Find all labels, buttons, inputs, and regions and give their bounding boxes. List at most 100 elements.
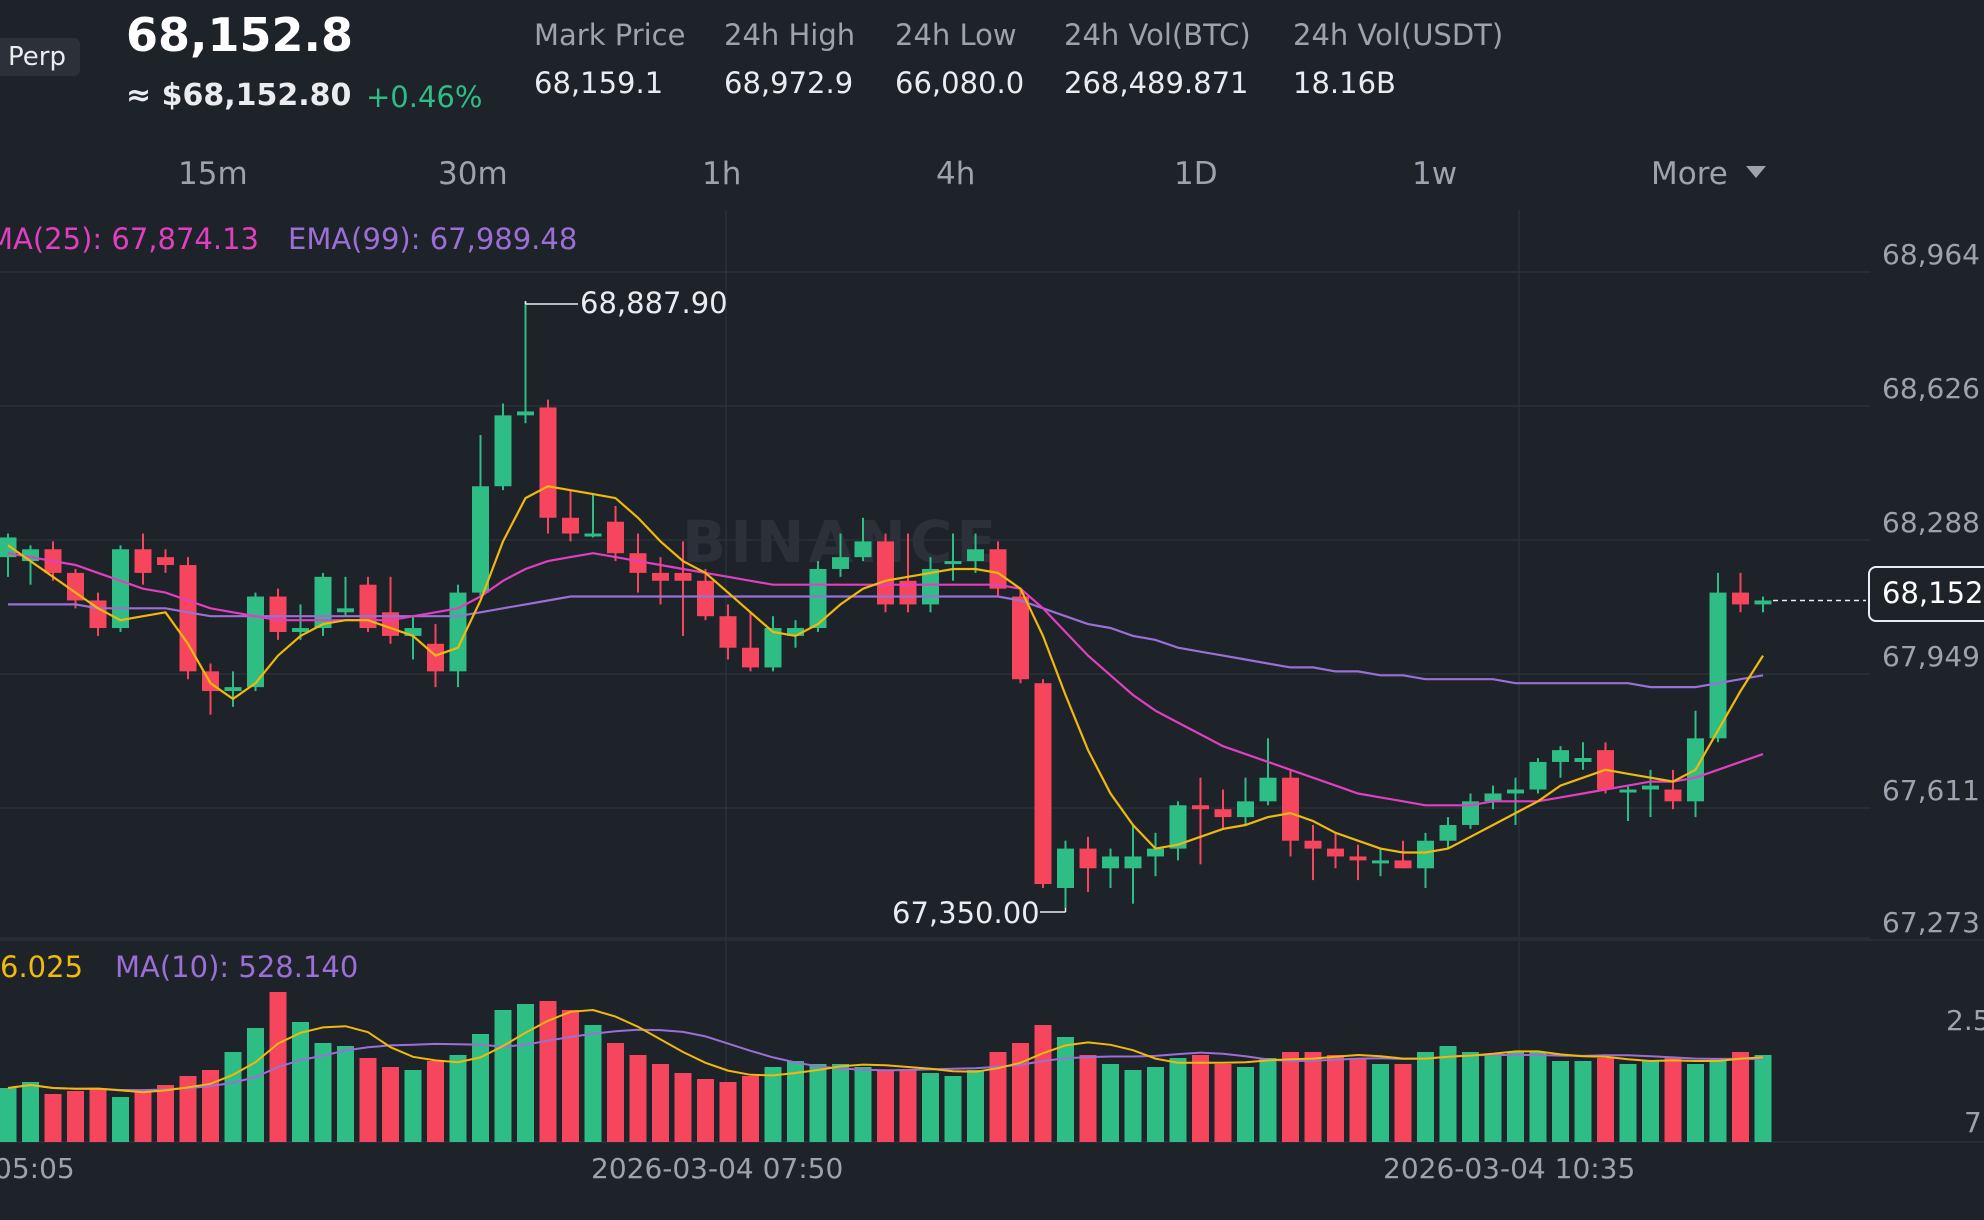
price-tick: 67,949: [1882, 640, 1980, 673]
candle-body: [1664, 789, 1682, 802]
volume-bar: [247, 1028, 264, 1142]
volume-bar: [517, 1004, 534, 1142]
vol-btc-value: 268,489.871: [1064, 66, 1249, 100]
candle-body: [157, 557, 174, 566]
candle-body: [1304, 840, 1322, 849]
volume-bar: [337, 1046, 354, 1142]
volume-bar: [404, 1070, 422, 1142]
volume-bar: [1034, 1025, 1052, 1142]
volume-bar: [1214, 1064, 1232, 1142]
candle-body: [1214, 809, 1232, 818]
volume-bar: [1282, 1052, 1299, 1142]
volume-ma10-label: MA(10): 528.140: [115, 950, 359, 984]
volume-bar: [1664, 1058, 1682, 1142]
high-24h-label: 24h High: [724, 18, 856, 52]
volume-bar: [1574, 1061, 1592, 1142]
candle-body: [719, 616, 737, 648]
volume-bar: [1709, 1058, 1727, 1142]
candle-body: [989, 549, 1007, 589]
vol-usdt-label: 24h Vol(USDT): [1293, 18, 1504, 52]
tab-15m[interactable]: 15m: [178, 156, 248, 192]
low-24h-value: 66,080.0: [895, 66, 1025, 100]
tab-1w[interactable]: 1w: [1412, 156, 1458, 192]
tab-1h[interactable]: 1h: [702, 156, 742, 192]
volume-bar: [607, 1043, 624, 1142]
volume-bar: [0, 1088, 17, 1142]
tab-30m[interactable]: 30m: [438, 156, 508, 192]
volume-bar: [1597, 1058, 1614, 1142]
volume-bar: [314, 1043, 332, 1142]
candle-body: [967, 549, 984, 562]
tab-1d[interactable]: 1D: [1174, 156, 1218, 192]
last-price: 68,152.8: [126, 8, 353, 62]
candle-body: [179, 565, 197, 672]
volume-bar: [134, 1091, 152, 1142]
vol-btc-label: 24h Vol(BTC): [1064, 18, 1251, 52]
price-tick: 68,626: [1882, 372, 1980, 405]
volume-bar: [1642, 1061, 1659, 1142]
current-price-tag: [1868, 566, 1984, 622]
tab-more[interactable]: More: [1651, 156, 1728, 192]
candle-body: [1169, 805, 1187, 849]
candle-body: [854, 541, 872, 558]
candle-body: [134, 549, 152, 573]
candle-body: [1754, 600, 1772, 605]
candle-body: [944, 561, 962, 565]
candle-body: [742, 647, 759, 668]
volume-bar: [157, 1085, 174, 1142]
time-tick: 05:05: [0, 1152, 75, 1185]
candle-body: [247, 596, 264, 688]
change-percent: +0.46%: [366, 80, 483, 114]
candle-body: [224, 687, 242, 692]
time-tick: 2026-03-04 07:50: [591, 1152, 844, 1185]
volume-bar: [1304, 1052, 1322, 1142]
volume-bar: [944, 1076, 962, 1142]
candle-body: [1709, 592, 1727, 739]
candle-body: [1057, 848, 1074, 888]
candle-body: [1372, 860, 1389, 864]
volume-bar: [179, 1076, 197, 1142]
volume-bar: [224, 1052, 242, 1142]
price-tick: 68,964: [1882, 238, 1980, 271]
volume-bar: [494, 1010, 512, 1142]
volume-bar: [539, 1001, 557, 1142]
volume-bar: [1462, 1052, 1479, 1142]
candle-body: [1619, 789, 1637, 793]
high-24h-value: 68,972.9: [724, 66, 854, 100]
candle-body: [562, 517, 579, 534]
volume-bar: [1079, 1055, 1097, 1142]
volume-bar: [719, 1082, 737, 1142]
candle-body: [877, 541, 894, 605]
ma25-line: [7, 552, 1764, 807]
candle-body: [337, 608, 354, 613]
candle-body: [1642, 785, 1659, 790]
candle-body: [404, 628, 422, 636]
volume-bar: [787, 1061, 804, 1142]
volume-bar: [1192, 1055, 1209, 1142]
ema99-label: EMA(99): 67,989.48: [288, 222, 578, 256]
volume-bar: [67, 1091, 84, 1142]
volume-bar: [449, 1055, 467, 1142]
candle-body: [1732, 592, 1749, 605]
instrument-badge[interactable]: Perp: [0, 38, 80, 76]
volume-bar: [1754, 1055, 1772, 1142]
chevron-down-icon[interactable]: [1746, 166, 1766, 178]
candle-body: [1102, 856, 1119, 869]
volume-bar: [1327, 1055, 1344, 1142]
volume-bar: [1484, 1055, 1502, 1142]
volume-bar: [1169, 1058, 1187, 1142]
ma-fast-line: [7, 485, 1764, 854]
volume-bar: [1102, 1064, 1119, 1142]
candle-body: [292, 628, 309, 632]
volume-bar: [562, 1010, 579, 1142]
candle-body: [697, 580, 714, 617]
volume-bar: [292, 1022, 309, 1142]
low-24h-label: 24h Low: [895, 18, 1017, 52]
candle-body: [1394, 860, 1412, 869]
volume-bar: [112, 1097, 129, 1142]
candle-body: [1529, 761, 1547, 790]
volume-bar: [629, 1055, 647, 1142]
tab-4h[interactable]: 4h: [936, 156, 976, 192]
candle-body: [764, 628, 782, 668]
